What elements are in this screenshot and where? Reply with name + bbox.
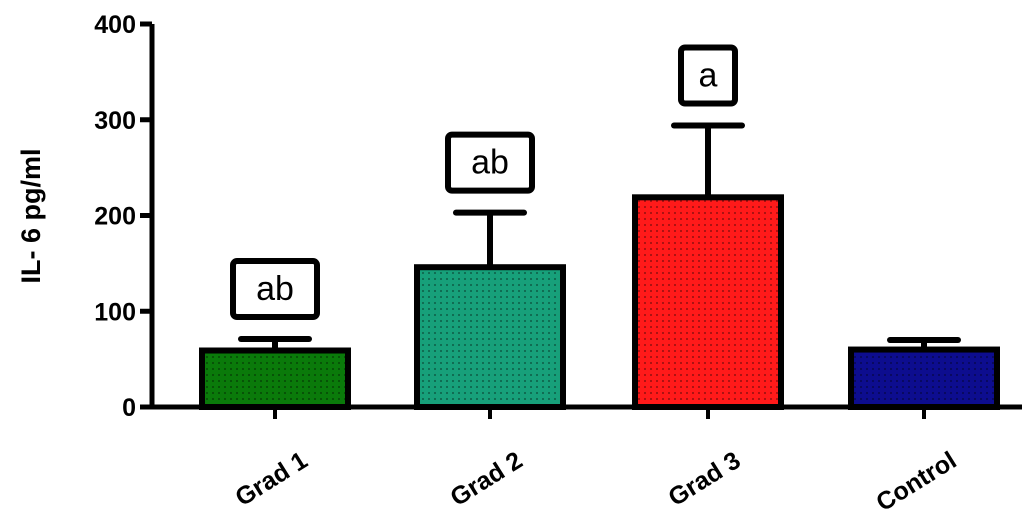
significance-text: ab bbox=[256, 270, 294, 308]
y-tick-label: 100 bbox=[94, 298, 136, 326]
y-axis-title: IL- 6 pg/ml bbox=[16, 149, 46, 284]
y-tick-label: 200 bbox=[94, 203, 136, 231]
significance-label: a bbox=[678, 44, 738, 107]
significance-box bbox=[445, 131, 535, 194]
y-tick-label: 300 bbox=[94, 107, 136, 135]
significance-box bbox=[230, 258, 320, 321]
significance-text: a bbox=[699, 56, 718, 94]
bar-control bbox=[848, 346, 1000, 410]
significance-box bbox=[678, 44, 738, 107]
y-tick-label: 0 bbox=[122, 394, 136, 422]
bar-grad-1 bbox=[199, 347, 351, 411]
y-tick-label: 400 bbox=[94, 11, 136, 39]
significance-text: ab bbox=[471, 144, 509, 182]
bar-grad-3 bbox=[632, 194, 784, 410]
x-tick-label: Control bbox=[871, 446, 961, 513]
x-tick-label: Grad 1 bbox=[230, 446, 312, 512]
x-tick-label: Grad 3 bbox=[663, 446, 745, 512]
x-tick-label: Grad 2 bbox=[445, 446, 527, 512]
significance-label: ab bbox=[230, 258, 320, 321]
significance-label: ab bbox=[445, 131, 535, 194]
bar-grad-2 bbox=[414, 264, 566, 410]
